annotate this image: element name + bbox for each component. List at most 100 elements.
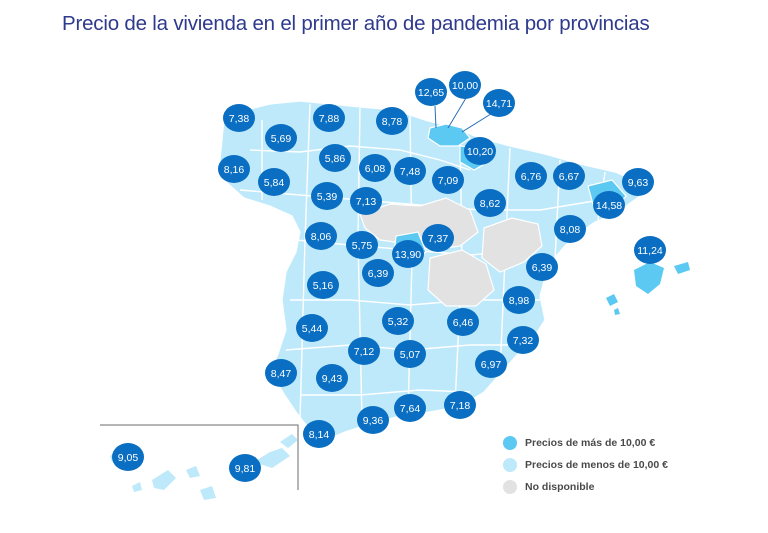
province-value-label: 7,88: [319, 113, 340, 125]
province-value-bubble: 7,13: [350, 187, 382, 215]
province-value-label: 13,90: [395, 249, 421, 261]
bubble-circle: [474, 189, 506, 217]
province-value-label: 5,39: [317, 191, 338, 203]
province-value-label: 7,32: [513, 335, 534, 347]
bubble-circle: [554, 215, 586, 243]
bubble-circle: [348, 337, 380, 365]
province-value-bubble: 10,00: [449, 71, 481, 99]
bubble-circle: [394, 340, 426, 368]
province-value-bubble: 8,62: [474, 189, 506, 217]
province-value-label: 8,47: [271, 368, 292, 380]
province-value-bubble: 7,48: [394, 157, 426, 185]
province-value-bubble: 6,39: [526, 253, 558, 281]
bubble-circle: [316, 364, 348, 392]
province-value-label: 9,36: [363, 415, 384, 427]
province-value-label: 10,20: [467, 146, 493, 158]
province-value-label: 9,05: [118, 452, 139, 464]
bubble-circle: [265, 124, 297, 152]
province-value-label: 9,81: [235, 463, 256, 475]
above-province-shape: [427, 123, 471, 147]
bubble-circle: [503, 286, 535, 314]
province-value-bubble: 14,58: [593, 191, 625, 219]
province-value-label: 5,86: [325, 153, 346, 165]
legend-swatch-na: [503, 480, 517, 494]
province-value-bubble: 9,05: [112, 443, 144, 471]
province-value-bubble: 5,86: [319, 144, 351, 172]
bubble-circle: [475, 350, 507, 378]
bubble-circle: [515, 162, 547, 190]
balearic-islands-shape: [634, 262, 664, 294]
province-value-label: 7,48: [400, 166, 421, 178]
province-value-bubble: 7,64: [394, 394, 426, 422]
province-value-label: 5,75: [352, 240, 373, 252]
province-value-bubble: 7,32: [507, 326, 539, 354]
bubble-circle: [464, 137, 496, 165]
bubble-circle: [376, 107, 408, 135]
province-value-bubble: 5,44: [296, 314, 328, 342]
province-value-bubble: 12,65: [415, 78, 447, 106]
province-value-label: 5,69: [271, 133, 292, 145]
bubble-circle: [307, 271, 339, 299]
legend-item-na: No disponible: [503, 476, 668, 498]
province-value-label: 7,38: [229, 113, 250, 125]
province-value-label: 6,39: [368, 268, 389, 280]
province-value-bubble: 14,71: [483, 89, 515, 117]
province-value-bubble: 9,63: [622, 168, 654, 196]
province-value-label: 12,65: [418, 87, 444, 99]
province-value-label: 9,43: [322, 373, 343, 385]
bubble-circle: [507, 326, 539, 354]
province-value-label: 5,84: [264, 177, 285, 189]
province-value-bubble: 5,16: [307, 271, 339, 299]
province-value-bubble: 7,88: [313, 104, 345, 132]
bubble-circle: [305, 222, 337, 250]
province-value-label: 8,14: [309, 429, 330, 441]
province-value-bubble: 8,47: [265, 359, 297, 387]
province-value-label: 8,62: [480, 198, 501, 210]
province-value-bubble: 8,06: [305, 222, 337, 250]
province-value-label: 6,46: [453, 317, 474, 329]
bubble-circle: [303, 420, 335, 448]
province-value-bubble: 7,09: [432, 166, 464, 194]
province-value-bubble: 8,98: [503, 286, 535, 314]
bubble-circle: [346, 231, 378, 259]
bubble-circle: [392, 240, 424, 268]
province-value-label: 11,24: [637, 245, 663, 257]
balearic-islands-shape: [614, 308, 620, 315]
province-value-bubble: 8,14: [303, 420, 335, 448]
province-value-label: 8,06: [311, 231, 332, 243]
province-value-bubble: 8,16: [218, 155, 250, 183]
province-value-bubble: 7,37: [422, 224, 454, 252]
bubble-circle: [483, 89, 515, 117]
na-province-shape: [427, 249, 495, 307]
province-value-label: 5,32: [388, 316, 409, 328]
province-value-label: 5,16: [313, 280, 334, 292]
legend-label: Precios de más de 10,00 €: [525, 437, 656, 449]
bubble-circle: [258, 168, 290, 196]
bubble-circle: [319, 144, 351, 172]
province-value-bubble: 7,12: [348, 337, 380, 365]
legend-label: Precios de menos de 10,00 €: [525, 459, 668, 471]
province-value-label: 8,78: [382, 116, 403, 128]
bubble-circle: [265, 359, 297, 387]
province-value-bubble: 10,20: [464, 137, 496, 165]
province-value-bubble: 6,67: [553, 162, 585, 190]
province-value-label: 8,98: [509, 295, 530, 307]
province-value-bubble: 5,39: [311, 182, 343, 210]
province-value-label: 8,08: [560, 224, 581, 236]
bubble-circle: [394, 394, 426, 422]
bubble-circle: [447, 308, 479, 336]
province-value-label: 7,13: [356, 196, 377, 208]
bubble-circle: [223, 104, 255, 132]
province-value-bubble: 6,97: [475, 350, 507, 378]
legend-swatch-below: [503, 458, 517, 472]
bubble-circle: [415, 78, 447, 106]
province-value-label: 9,63: [628, 177, 649, 189]
bubble-circle: [313, 104, 345, 132]
province-value-label: 6,76: [521, 171, 542, 183]
province-value-bubble: 5,32: [382, 307, 414, 335]
province-value-label: 6,67: [559, 171, 580, 183]
province-value-bubble: 5,69: [265, 124, 297, 152]
bubble-circle: [362, 259, 394, 287]
bubble-circle: [622, 168, 654, 196]
